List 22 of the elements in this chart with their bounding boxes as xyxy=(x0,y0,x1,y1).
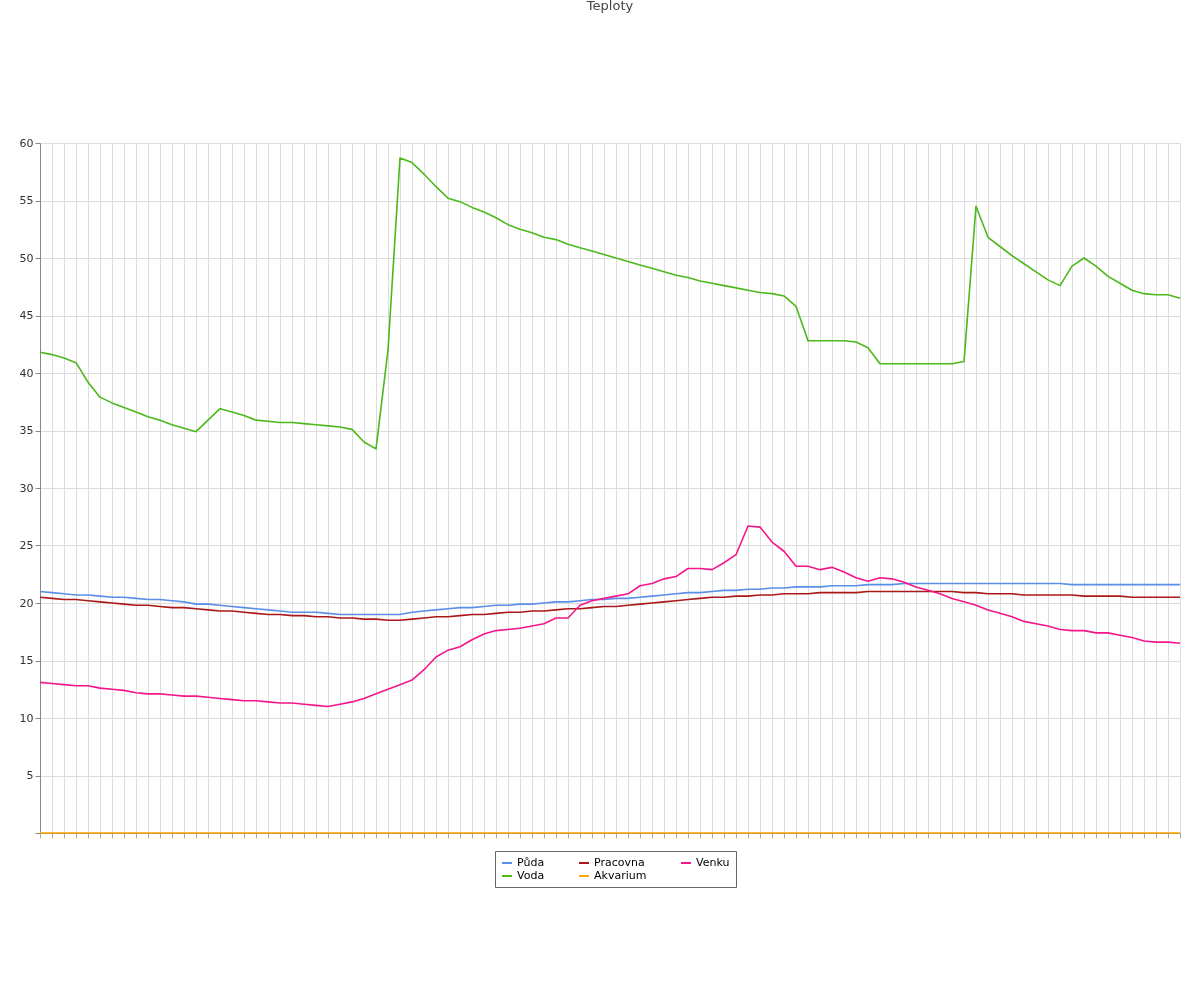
y-tick-label: 40 xyxy=(19,366,34,380)
y-tick-label: 60 xyxy=(19,136,34,150)
y-tick-label: 25 xyxy=(19,539,34,552)
chart-title: Teploty xyxy=(585,0,634,13)
y-tick-label: 45 xyxy=(19,309,34,322)
y-tick-label: 20 xyxy=(19,596,34,610)
y-tick-label: 50 xyxy=(19,251,34,265)
y-tick-label: 15 xyxy=(19,654,34,667)
line-series xyxy=(39,157,1181,450)
legend-label: Akvarium xyxy=(594,869,647,882)
line-series xyxy=(39,582,1181,616)
legend-label: Voda xyxy=(517,869,545,882)
y-tick-label: 30 xyxy=(19,481,34,495)
y-tick-label: 5 xyxy=(26,769,34,782)
legend-label: Půda xyxy=(517,856,545,869)
legend-label: Pracovna xyxy=(594,856,645,869)
line-series xyxy=(39,590,1181,622)
y-tick-label: 35 xyxy=(19,424,34,437)
legend-label: Venku xyxy=(696,856,730,869)
y-tick-label: 10 xyxy=(19,711,34,725)
line-series xyxy=(39,525,1181,708)
y-tick-label: 55 xyxy=(19,194,34,207)
